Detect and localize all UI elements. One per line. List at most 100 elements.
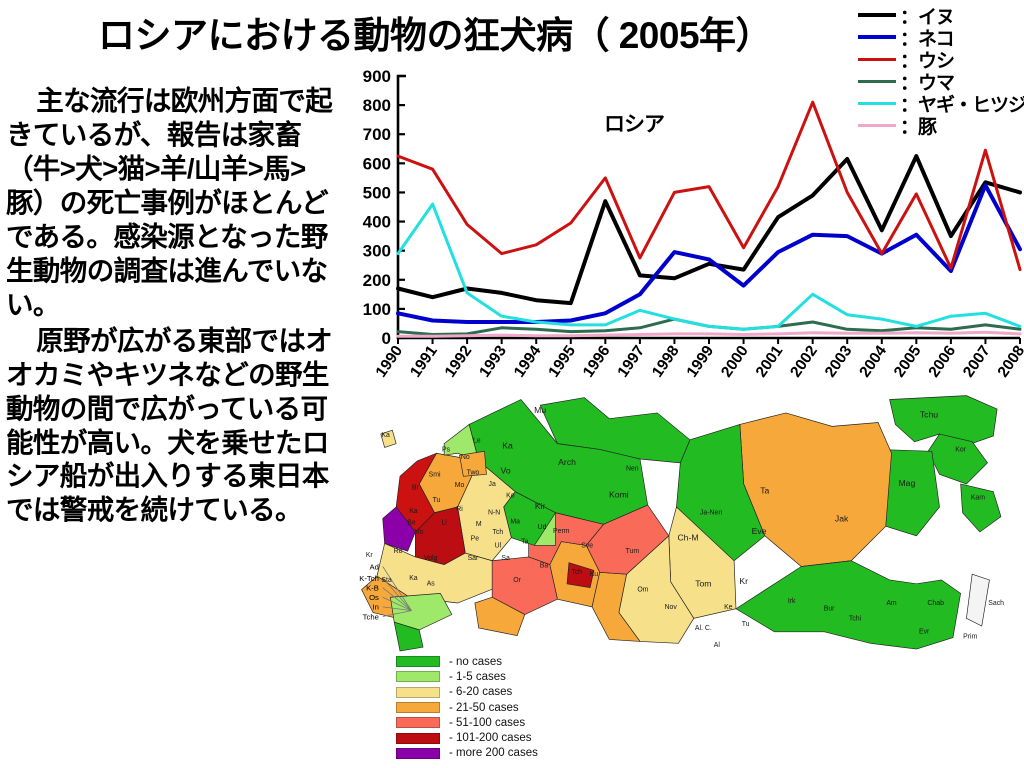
map-leader-label: In — [372, 603, 378, 612]
map-leader-line — [382, 610, 412, 617]
map-region — [393, 621, 424, 652]
chart-series-line — [396, 183, 1022, 324]
x-tick-label: 2004 — [856, 342, 890, 380]
x-tick-label: 1995 — [545, 342, 579, 380]
map-legend-swatch — [396, 686, 440, 698]
map-region-label: Mag — [898, 478, 915, 488]
map-region-label: Ro — [394, 548, 403, 555]
map-region-label: Sve — [581, 542, 593, 549]
map-region-label: N-N — [488, 510, 500, 517]
map-region-label: Bur — [824, 606, 835, 613]
map-region-label: Tchi — [849, 615, 862, 622]
x-tick-label: 1990 — [373, 343, 407, 381]
map-legend-label: - more 200 cases — [449, 747, 538, 760]
y-tick-label: 500 — [363, 183, 391, 202]
map-region-label: Evr — [919, 629, 930, 636]
legend-row: ：豚 — [858, 114, 1024, 138]
map-region-label: Prim — [963, 634, 977, 641]
x-tick-label: 1997 — [614, 343, 648, 381]
map-region-label: Tch — [493, 529, 504, 536]
map-region-label: Sach — [988, 600, 1004, 607]
legend-label: ：ヤギ・ヒツジ — [899, 94, 1024, 116]
map-region-label: Om — [637, 586, 648, 593]
map-legend-row: - no cases — [396, 654, 626, 669]
map-region — [382, 506, 416, 552]
x-tick-label: 1996 — [580, 342, 614, 380]
map-case-legend: - no cases - 1-5 cases - 6-20 cases - 21-50… — [396, 654, 626, 761]
map-legend-swatch — [396, 702, 440, 714]
chart-series-line — [396, 100, 1022, 272]
map-region-label: Nen — [626, 466, 639, 473]
legend-line-swatch — [858, 35, 896, 39]
map-region-label: Sta — [381, 577, 392, 584]
map-region-label: Kr — [739, 576, 748, 586]
y-tick-label: 200 — [363, 271, 391, 290]
map-legend-row: - 51-100 cases — [396, 715, 626, 730]
map-region-label: Ri — [456, 506, 463, 513]
map-region-label: As — [427, 581, 436, 588]
map-region-label: Perm — [553, 528, 570, 535]
legend-label: ：ウシ — [900, 50, 955, 72]
x-tick-label: 2002 — [787, 343, 821, 381]
map-region — [735, 560, 962, 650]
russia-rabies-map: Ad K-Tch K-B Os In Tche Ka Mu Ka Arch Nen Komi Ja-Ne… — [352, 386, 1024, 768]
map-region-label: Irk — [788, 598, 796, 605]
map-region-label: Ta — [521, 538, 528, 545]
map-region-label: Ka — [381, 432, 390, 439]
legend-row: ：ヤギ・ヒツジ — [858, 92, 1024, 116]
map-legend-swatch — [396, 732, 440, 744]
map-region-label: Vo — [501, 465, 511, 475]
map-region — [566, 562, 595, 589]
map-region-label: Kor — [955, 446, 966, 453]
x-tick-label: 2005 — [891, 342, 925, 380]
x-tick-label: 1992 — [442, 343, 476, 381]
map-region-label: Tum — [626, 548, 640, 555]
x-tick-label: 1999 — [684, 342, 718, 380]
map-region-label: Sa — [501, 555, 510, 562]
chart-axis — [396, 74, 1020, 340]
map-legend-swatch — [396, 747, 440, 759]
map-region-label: Tom — [695, 579, 711, 589]
map-region-label: Or — [513, 577, 521, 584]
chart-series-line — [396, 154, 1022, 306]
chart-series-legend: ：イヌ ：ネコ ：ウシ ：ウマ ：ヤギ・ヒツジ ：豚 — [858, 4, 1024, 138]
map-leader-label: Os — [369, 593, 379, 602]
map-region-label: Volg — [424, 555, 438, 562]
map-region-label: Li — [441, 519, 447, 526]
map-legend-label: - 51-100 cases — [449, 716, 526, 729]
y-tick-label: 100 — [363, 300, 391, 319]
paragraph-1: 主な流行は欧州方面で起きているが、報告は家畜（牛>犬>猫>羊/山羊>馬>豚）の死… — [6, 85, 333, 320]
legend-label: ：ネコ — [900, 28, 955, 50]
map-region-label: Ma — [510, 518, 520, 525]
map-region-label: Ta — [760, 486, 769, 496]
y-tick-label: 600 — [363, 154, 391, 173]
y-tick-label: 300 — [363, 242, 391, 261]
map-region-label: Mu — [534, 405, 546, 415]
map-leader-label: Ad — [369, 562, 378, 571]
map-leader-label: K-Tch — [359, 574, 379, 583]
map-legend-label: - 101-200 cases — [449, 732, 532, 745]
map-legend-row: - 21-50 cases — [396, 700, 626, 715]
y-tick-label: 400 — [363, 213, 391, 232]
map-region — [966, 573, 990, 627]
map-region-label: Tu — [433, 497, 441, 504]
map-region-label: Ku — [590, 571, 599, 578]
map-region-label: Mo — [455, 482, 465, 489]
map-region-label: M — [476, 521, 482, 528]
legend-label: ：豚 — [900, 116, 937, 138]
legend-row: ：ウシ — [858, 48, 1024, 72]
map-legend-label: - 21-50 cases — [449, 701, 519, 714]
body-text-column: 主な流行は欧州方面で起きているが、報告は家畜（牛>犬>猫>羊/山羊>馬>豚）の死… — [6, 84, 336, 527]
map-region-label: Al — [714, 642, 721, 649]
map-region-label: Ul — [495, 542, 502, 549]
y-tick-label: 0 — [382, 329, 391, 348]
map-region-label: Al. C. — [695, 625, 712, 632]
map-region — [474, 596, 526, 637]
map-legend-row: - 101-200 cases — [396, 730, 626, 745]
map-region-label: Komi — [609, 489, 629, 499]
map-legend-row: - 6-20 cases — [396, 685, 626, 700]
map-region-label: Ke — [724, 604, 733, 611]
map-region-label: Kir — [535, 501, 546, 511]
